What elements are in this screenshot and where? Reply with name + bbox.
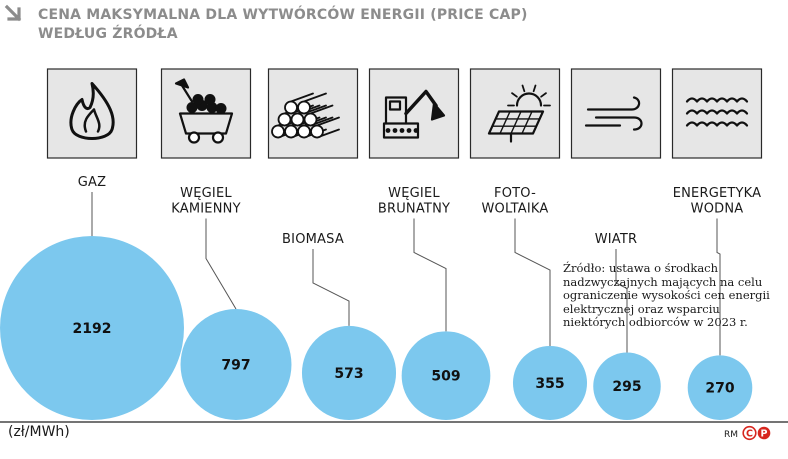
value-label: 2192: [73, 321, 112, 337]
category-label: WĘGIEL: [180, 186, 232, 201]
author-credit: RM: [724, 430, 739, 440]
value-label: 797: [221, 358, 250, 374]
connector-line: [413, 218, 447, 332]
category-label: ENERGETYKA: [673, 186, 762, 201]
chart-title: CENA MAKSYMALNA DLA WYTWÓRCÓW ENERGII (P…: [8, 6, 608, 44]
connector-line: [514, 218, 551, 346]
category-label: WĘGIEL: [388, 186, 440, 201]
excavator-icon: [368, 68, 460, 159]
solar-panel-icon: [469, 68, 561, 159]
connector-line: [312, 249, 350, 326]
title-line-1: CENA MAKSYMALNA DLA WYTWÓRCÓW ENERGII (P…: [38, 7, 528, 23]
water-waves-icon: [671, 68, 763, 159]
category-label: BRUNATNY: [378, 202, 450, 217]
value-bubble: [0, 236, 184, 420]
category-label: KAMIENNY: [171, 202, 240, 217]
svg-text:P: P: [761, 429, 768, 440]
category-label: WIATR: [595, 232, 638, 247]
coal-cart-icon: [160, 68, 252, 159]
wind-icon: [570, 68, 662, 159]
log-pile-icon: [267, 68, 359, 159]
value-label: 295: [612, 379, 641, 395]
value-label: 355: [535, 376, 564, 392]
category-label: FOTO-: [494, 186, 536, 201]
value-bubble: [401, 331, 491, 421]
arrow-down-right-icon: [4, 4, 22, 22]
flame-icon: [46, 68, 138, 159]
category-label: BIOMASA: [282, 232, 344, 247]
connector-line: [205, 218, 237, 310]
value-bubble: [180, 309, 292, 420]
category-label: WOLTAIKA: [482, 202, 549, 217]
category-label: WODNA: [691, 202, 744, 217]
value-bubble: [593, 352, 661, 420]
value-bubble: [301, 325, 397, 420]
value-bubble: [512, 345, 588, 420]
title-line-2: WEDŁUG ŹRÓDŁA: [38, 26, 178, 42]
value-label: 573: [334, 366, 363, 382]
svg-text:C: C: [746, 429, 753, 440]
value-bubble: [687, 355, 753, 421]
value-label: 270: [705, 381, 734, 397]
connector-line: [716, 218, 721, 356]
source-note: Źródło: ustawa o środkach nadzwyczajnych…: [563, 261, 770, 329]
category-label: GAZ: [78, 175, 106, 190]
unit-label: (zł/MWh): [8, 424, 70, 440]
connector-line: [615, 249, 628, 353]
publisher-logo: C P: [742, 425, 771, 441]
value-label: 509: [431, 369, 460, 385]
